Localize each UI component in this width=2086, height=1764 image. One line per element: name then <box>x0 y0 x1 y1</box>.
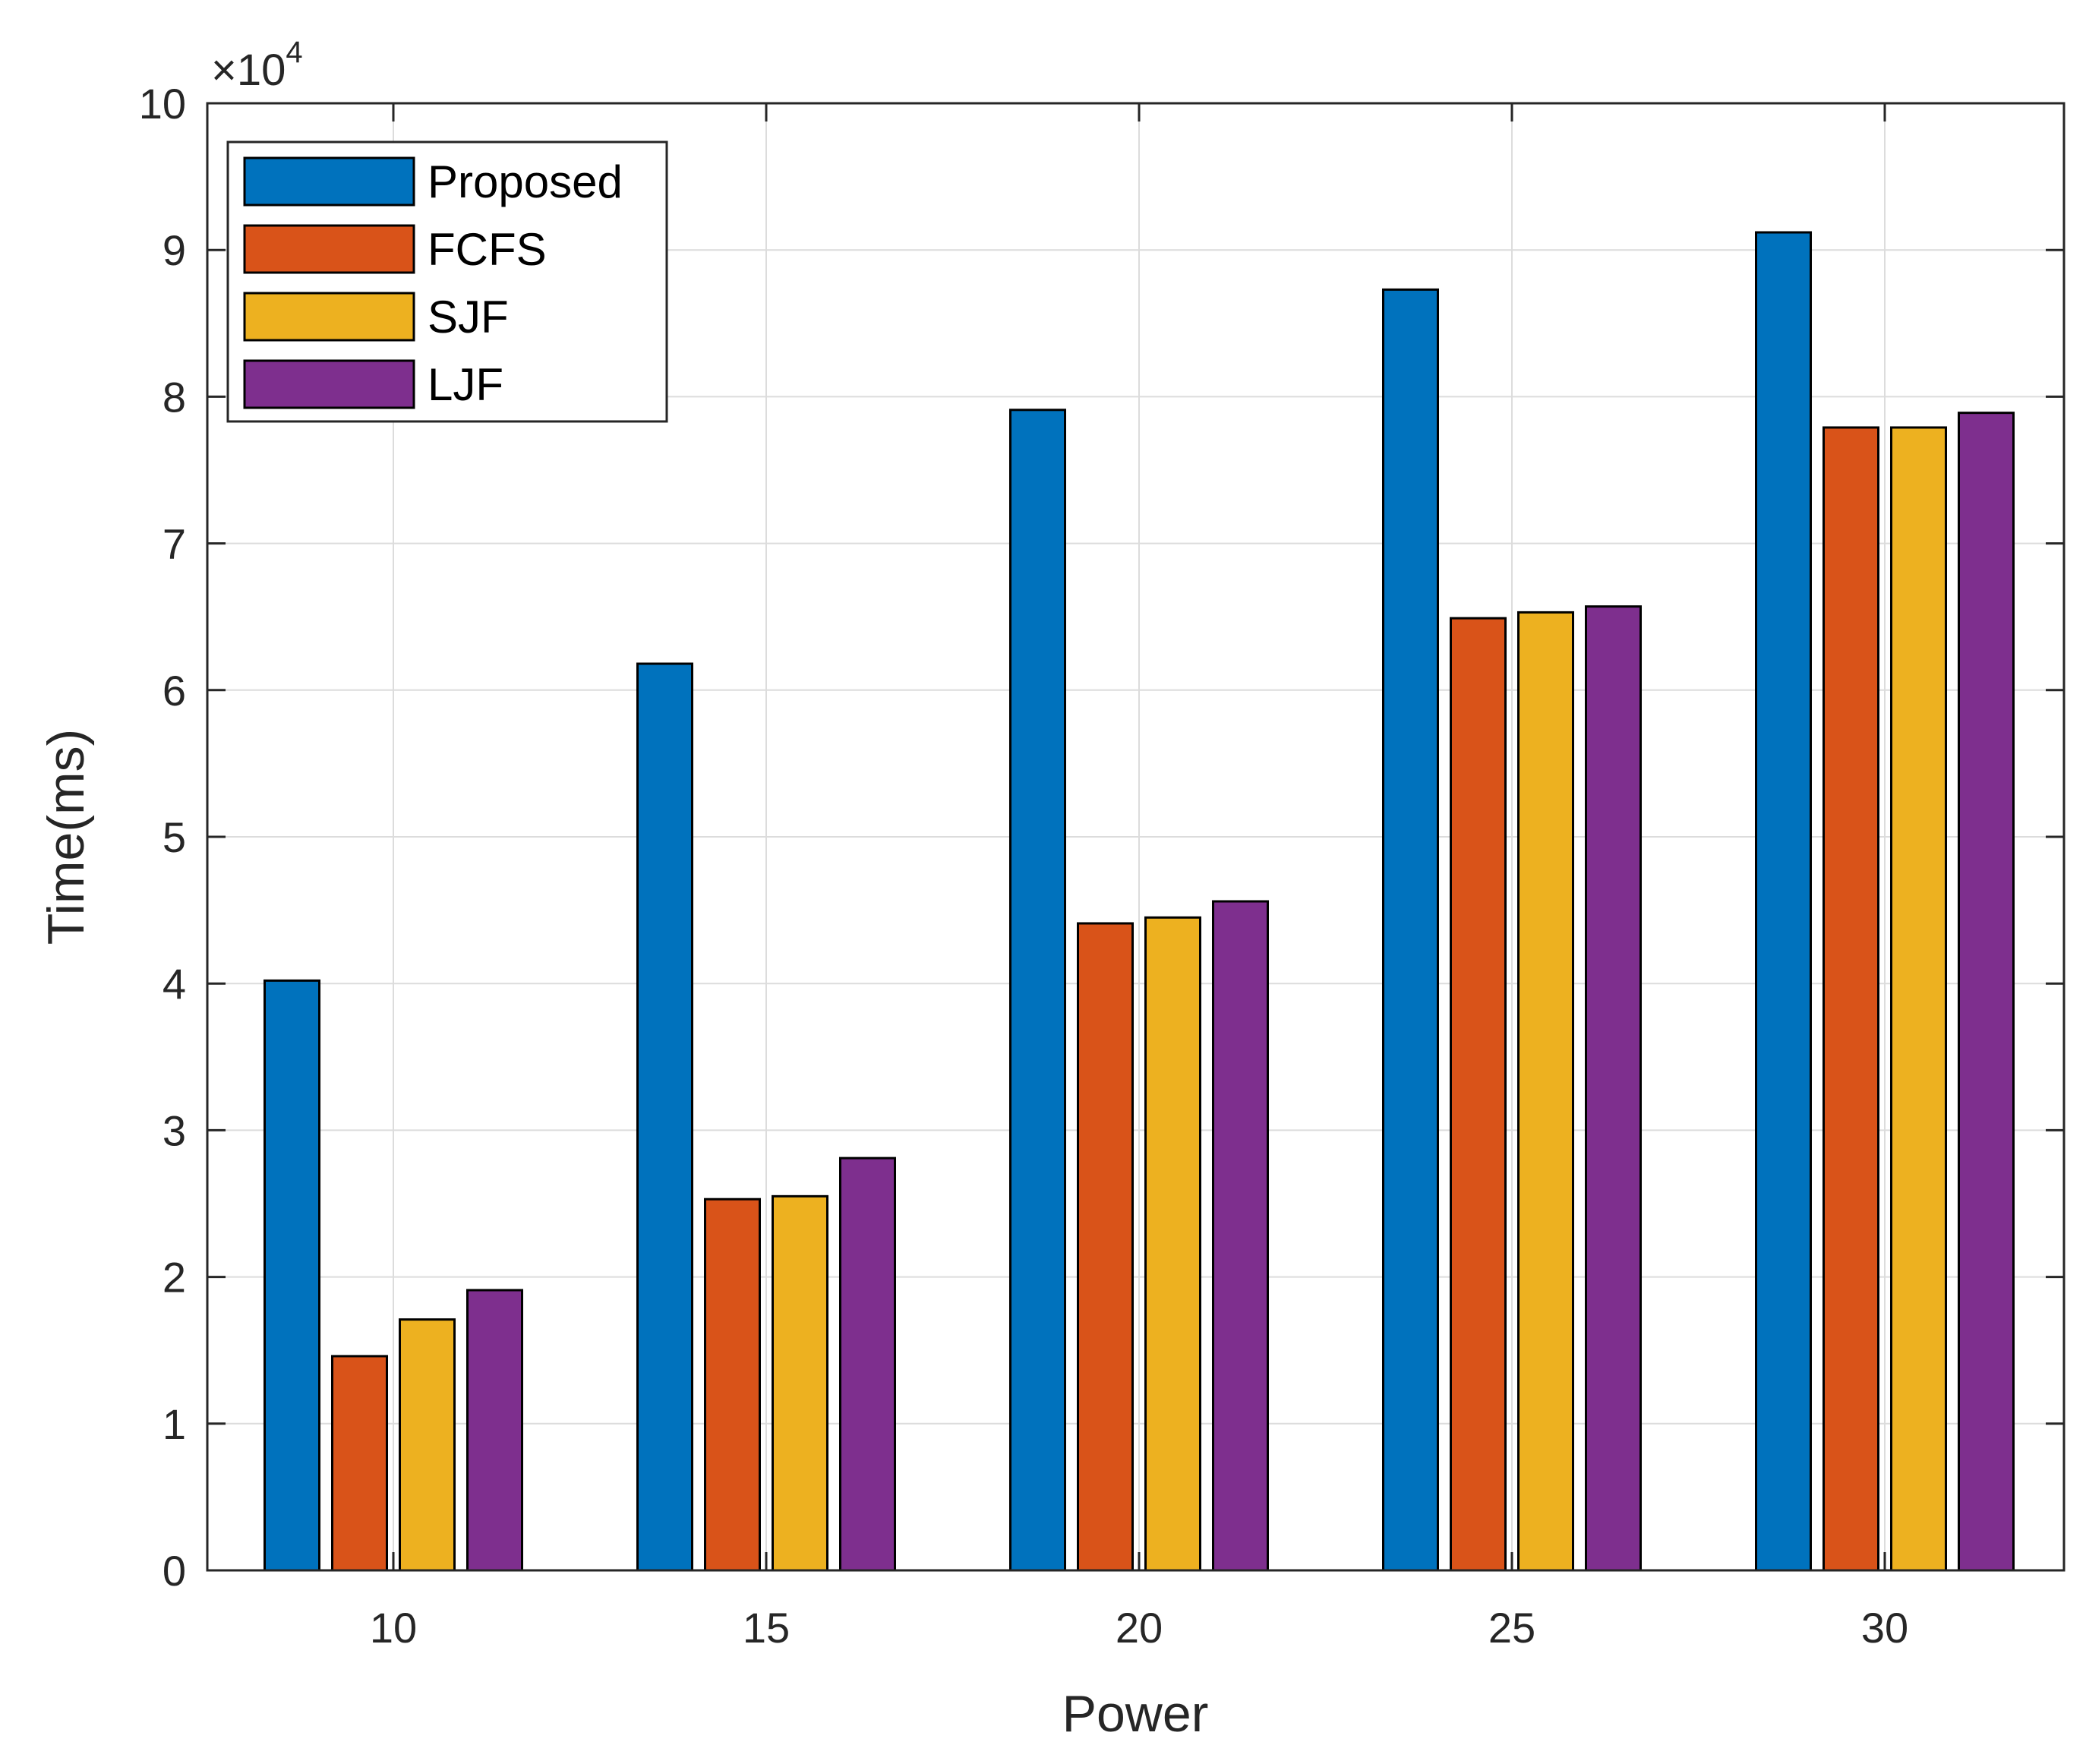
bar-fcfs-10 <box>331 1355 388 1572</box>
y-tick-label: 1 <box>163 1400 186 1448</box>
legend-swatch-sjf <box>243 292 415 342</box>
x-tick-label: 25 <box>1488 1604 1535 1652</box>
bar-fcfs-15 <box>704 1198 761 1572</box>
bar-ljf-15 <box>839 1157 896 1572</box>
x-tick-label: 10 <box>370 1604 417 1652</box>
bar-ljf-30 <box>1958 412 2015 1572</box>
legend-label-proposed: Proposed <box>428 156 623 207</box>
y-tick-label: 3 <box>163 1106 186 1154</box>
legend-label-fcfs: FCFS <box>428 224 547 275</box>
x-tick-label: 20 <box>1116 1604 1163 1652</box>
x-tick-label: 15 <box>743 1604 790 1652</box>
bar-sjf-30 <box>1890 426 1947 1572</box>
axis-ticks: 0 1 2 3 4 5 6 7 8 9 10 10 15 20 25 30 <box>139 80 2064 1652</box>
y-tick-label: 4 <box>163 960 186 1008</box>
bar-fcfs-30 <box>1822 426 1879 1572</box>
bars <box>264 231 2015 1572</box>
y-tick-label: 0 <box>163 1547 186 1595</box>
x-axis-label: Power <box>1062 1685 1209 1743</box>
y-tick-label: 9 <box>163 226 186 274</box>
y-axis-label: Time(ms) <box>37 729 95 945</box>
bar-proposed-30 <box>1755 231 1812 1572</box>
bar-ljf-25 <box>1585 605 1642 1572</box>
y-multiplier-exponent: 4 <box>286 36 302 69</box>
x-tick-label: 30 <box>1861 1604 1908 1652</box>
legend-label-ljf: LJF <box>428 359 503 410</box>
bar-proposed-15 <box>636 662 693 1572</box>
legend-label-sjf: SJF <box>428 292 509 342</box>
bar-proposed-20 <box>1009 409 1066 1572</box>
legend-swatch-proposed <box>243 156 415 207</box>
y-tick-label: 6 <box>163 667 186 715</box>
bar-sjf-20 <box>1144 916 1201 1572</box>
y-tick-label: 2 <box>163 1254 186 1302</box>
bar-sjf-15 <box>772 1194 828 1572</box>
legend-swatch-fcfs <box>243 224 415 274</box>
legend-swatch-ljf <box>243 359 415 409</box>
y-tick-label: 7 <box>163 520 186 568</box>
y-multiplier-base: ×10 <box>211 46 286 95</box>
bar-sjf-25 <box>1517 611 1574 1572</box>
bar-proposed-10 <box>264 979 320 1572</box>
bar-fcfs-25 <box>1450 617 1507 1572</box>
bar-sjf-10 <box>399 1318 456 1572</box>
bar-ljf-10 <box>466 1289 523 1572</box>
y-multiplier: ×104 <box>211 36 303 95</box>
legend: Proposed FCFS SJF LJF <box>226 140 668 423</box>
y-tick-label: 5 <box>163 813 186 861</box>
y-tick-label: 10 <box>139 80 186 128</box>
bar-proposed-25 <box>1382 288 1439 1572</box>
bar-fcfs-20 <box>1077 922 1134 1572</box>
bar-ljf-20 <box>1212 900 1269 1572</box>
y-tick-label: 8 <box>163 373 186 421</box>
